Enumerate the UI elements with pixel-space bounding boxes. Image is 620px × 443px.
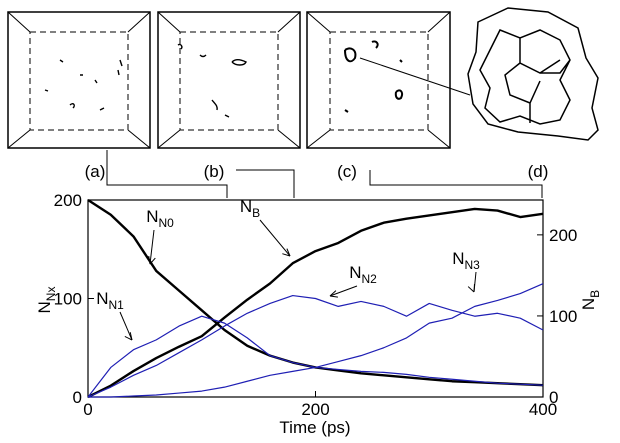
series-label-main: N [96, 289, 108, 308]
y-tick-label: 100 [54, 290, 82, 309]
series-label: NN0 [146, 207, 174, 230]
insets [7, 7, 599, 149]
label-arrowhead [148, 256, 156, 265]
label-arrow [119, 311, 133, 341]
x-tick-label: 400 [529, 400, 557, 419]
label-arrow [149, 229, 155, 265]
series-label-sub: N3 [464, 258, 480, 272]
y-axis-label: NNx [35, 287, 58, 314]
series-label-sub: N2 [361, 272, 377, 286]
x-tick-label: 200 [301, 400, 329, 419]
series-label: NN3 [452, 249, 480, 272]
series-label: NN2 [349, 263, 377, 286]
series-line [88, 283, 544, 398]
series-line [87, 207, 544, 399]
x-axis-label: Time (ps) [279, 418, 350, 437]
inset-c [306, 11, 471, 149]
inset-d [467, 7, 599, 141]
inset-a [7, 11, 151, 149]
label-arrowhead [467, 283, 475, 293]
y2-label-sub: B [588, 290, 602, 298]
y2-tick-label: 100 [549, 307, 577, 326]
series-label-main: N [349, 263, 361, 282]
y-label-main: N [35, 301, 54, 313]
series-label-main: N [452, 249, 464, 268]
series-label: NB [240, 197, 260, 220]
label-arrow [259, 219, 291, 257]
series-label-main: N [240, 197, 252, 216]
x-tick-label: 0 [83, 400, 92, 419]
series-line [87, 294, 544, 398]
label-arrow [329, 285, 358, 297]
inset-b [157, 11, 301, 149]
label-arrowhead [329, 290, 338, 298]
series-line [87, 315, 544, 398]
panel-label: (b) [204, 162, 225, 181]
y-tick-label: 0 [73, 388, 82, 407]
label-arrowhead [124, 332, 133, 341]
series-label-sub: N1 [108, 298, 124, 312]
y2-axis-label: NB [579, 290, 602, 310]
label-arrowhead [282, 248, 291, 257]
panel-label: (d) [528, 162, 549, 181]
y-tick-label: 200 [54, 191, 82, 210]
panel-label: (a) [85, 162, 106, 181]
series-label-main: N [146, 207, 158, 226]
y2-tick-label: 0 [549, 388, 558, 407]
panel-label: (c) [337, 162, 357, 181]
panel-connectors [106, 150, 543, 198]
series-label-sub: B [252, 206, 260, 220]
y2-label-main: N [579, 298, 598, 310]
y2-tick-label: 200 [549, 226, 577, 245]
series-label-sub: N0 [158, 216, 174, 230]
y-label-sub: Nx [44, 287, 58, 302]
series-label: NN1 [96, 289, 124, 312]
